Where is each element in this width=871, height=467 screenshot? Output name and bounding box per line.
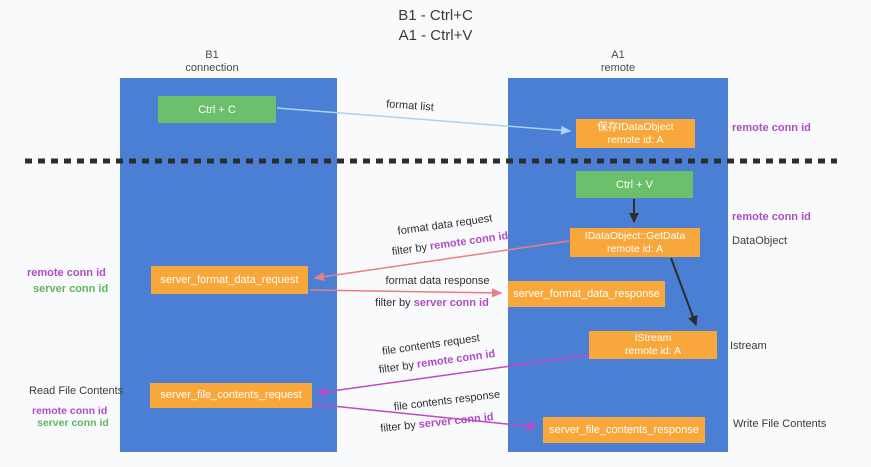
label-format-data-response-filter: filter by server conn id xyxy=(372,297,492,309)
label-format-data-response: format data response xyxy=(385,275,490,287)
right-label-write-file-contents: Write File Contents xyxy=(733,418,827,430)
node-server-format-data-response: server_format_data_response xyxy=(508,281,665,307)
title-line-1: B1 - Ctrl+C xyxy=(398,7,473,24)
node-getdata-line2: remote id: A xyxy=(606,242,664,255)
left-label-read-file-contents: Read File Contents xyxy=(29,385,124,397)
node-istream-line1: IStream xyxy=(634,332,672,344)
column-b1-name: B1 xyxy=(205,49,219,61)
node-getdata-line1: IDataObject::GetData xyxy=(584,229,686,242)
title-line-2: A1 - Ctrl+V xyxy=(398,27,473,44)
diagram-title: B1 - Ctrl+C A1 - Ctrl+V xyxy=(0,6,871,46)
node-save-idataobject-line1: 保存IDataObject xyxy=(597,120,674,133)
format-data-request-arrow xyxy=(313,240,570,282)
left-label-remote-conn-id-1: remote conn id xyxy=(27,267,106,279)
node-save-idataobject: 保存IDataObject remote id: A xyxy=(576,119,695,148)
column-a1-name: A1 xyxy=(611,49,625,61)
node-save-idataobject-line2: remote id: A xyxy=(607,133,664,146)
node-istream-line2: remote id: A xyxy=(624,345,682,357)
right-label-remote-conn-id-mid: remote conn id xyxy=(732,211,811,223)
node-ctrl-v: Ctrl + V xyxy=(576,171,693,198)
right-label-remote-conn-id-top: remote conn id xyxy=(732,122,811,134)
column-b1-subtitle: connection xyxy=(185,62,239,74)
column-header-b1: B1 connection xyxy=(162,49,262,75)
format-list-arrow xyxy=(276,107,572,135)
column-header-a1: A1 remote xyxy=(568,49,668,75)
filter-by-text: filter by xyxy=(375,297,411,309)
file-contents-response-arrow xyxy=(312,403,538,431)
node-server-file-contents-request: server_file_contents_request xyxy=(150,383,312,408)
node-server-format-data-request: server_format_data_request xyxy=(151,266,308,294)
node-idataobject-getdata: IDataObject::GetData remote id: A xyxy=(570,228,700,257)
file-contents-request-arrow xyxy=(316,354,590,397)
node-istream: IStream remote id: A xyxy=(589,331,717,359)
column-a1-subtitle: remote xyxy=(600,62,636,74)
right-label-istream: Istream xyxy=(730,340,767,352)
right-label-dataobject: DataObject xyxy=(732,235,788,247)
server-conn-id-key: server conn id xyxy=(413,297,489,309)
left-label-server-conn-id-1: server conn id xyxy=(33,283,109,295)
left-label-server-conn-id-2: server conn id xyxy=(37,417,109,429)
left-label-remote-conn-id-2: remote conn id xyxy=(32,405,108,417)
node-ctrl-c: Ctrl + C xyxy=(158,96,276,123)
node-server-file-contents-response: server_file_contents_response xyxy=(543,417,705,443)
format-data-response-arrow xyxy=(309,288,503,298)
getdata-to-istream-arrow xyxy=(670,257,698,326)
